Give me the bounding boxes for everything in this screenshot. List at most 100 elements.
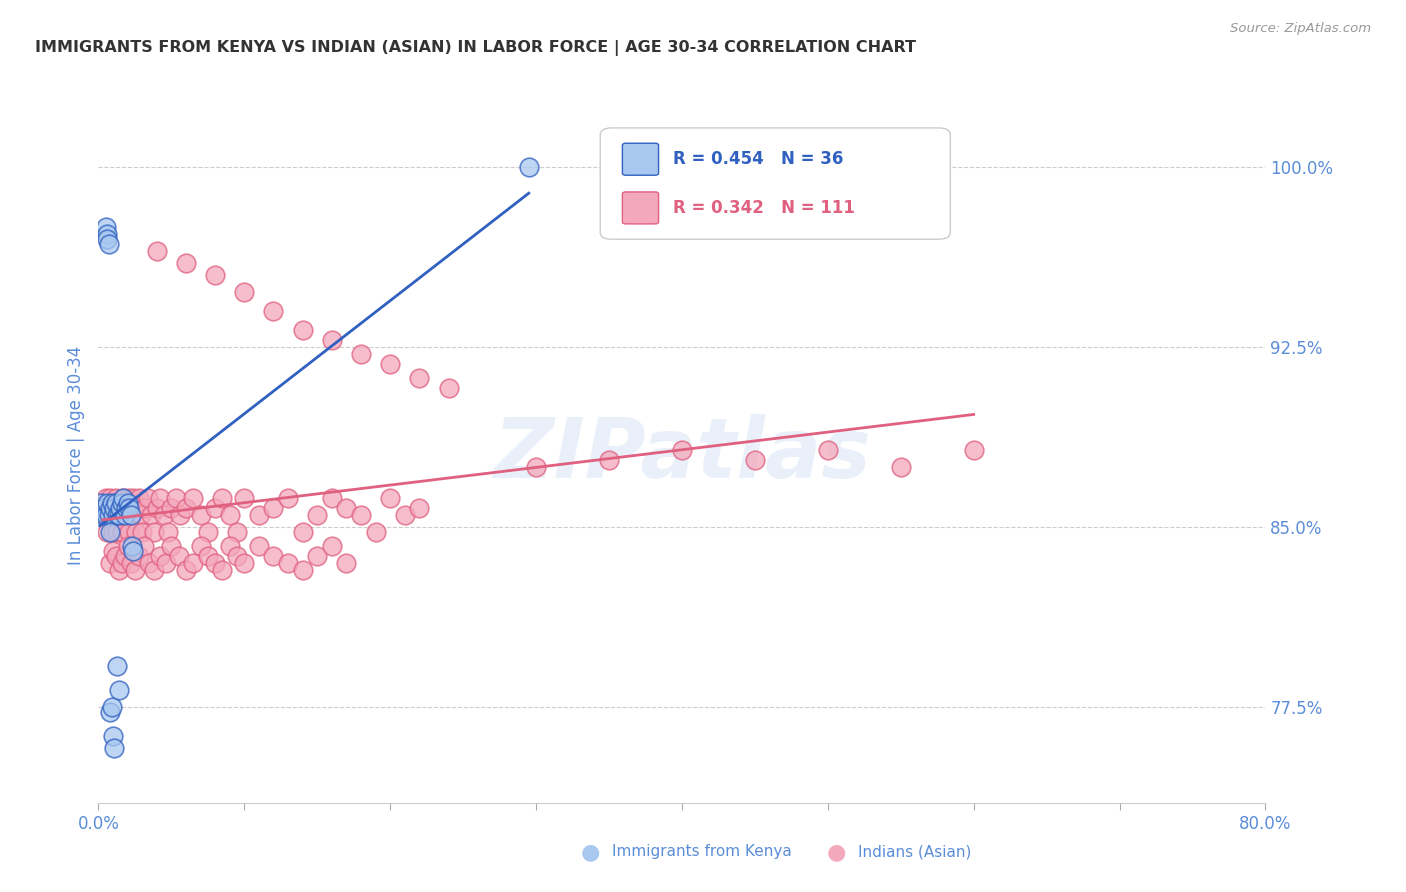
Point (129, 508, 152, 522)
Point (321, 539, 343, 553)
Point (98, 524, 121, 539)
Point (437, 381, 460, 395)
Point (211, 491, 233, 505)
Point (111, 524, 134, 539)
Point (100, 496, 122, 510)
Point (218, 539, 240, 553)
Point (103, 740, 125, 755)
Point (233, 556, 256, 570)
Text: Source: ZipAtlas.com: Source: ZipAtlas.com (1230, 22, 1371, 36)
Point (149, 549, 172, 563)
Point (517, 160, 540, 174)
Point (524, 459, 547, 474)
Point (204, 556, 226, 570)
Point (100, 699, 122, 714)
Point (112, 491, 135, 505)
Point (117, 491, 139, 505)
Point (101, 729, 124, 743)
Point (111, 556, 134, 570)
Point (817, 443, 839, 458)
Point (291, 323, 314, 337)
Point (408, 500, 430, 515)
Point (408, 371, 430, 385)
Point (335, 556, 357, 570)
Point (103, 500, 125, 515)
Point (744, 452, 766, 467)
Point (105, 659, 128, 673)
Point (321, 491, 343, 505)
Point (98, 500, 121, 515)
Point (174, 256, 197, 270)
Point (91, 508, 114, 522)
Point (233, 285, 256, 299)
Point (98, 491, 121, 505)
Point (139, 508, 162, 522)
Point (197, 549, 219, 563)
Text: ●: ● (581, 842, 600, 862)
Text: Indians (Asian): Indians (Asian) (858, 845, 972, 859)
Point (114, 508, 136, 522)
Point (146, 500, 169, 515)
Point (93, 500, 115, 515)
Point (262, 500, 284, 515)
Text: IMMIGRANTS FROM KENYA VS INDIAN (ASIAN) IN LABOR FORCE | AGE 30-34 CORRELATION C: IMMIGRANTS FROM KENYA VS INDIAN (ASIAN) … (35, 40, 917, 56)
Point (394, 508, 416, 522)
Point (211, 563, 233, 577)
Point (247, 508, 270, 522)
Point (174, 500, 197, 515)
Point (128, 549, 150, 563)
Point (118, 500, 141, 515)
Point (262, 549, 284, 563)
Point (91, 500, 114, 515)
Point (111, 496, 134, 510)
Point (103, 508, 125, 522)
Point (132, 539, 155, 553)
Point (190, 539, 212, 553)
Point (110, 508, 132, 522)
Point (128, 491, 150, 505)
Point (96, 227, 118, 242)
Text: R = 0.342   N = 111: R = 0.342 N = 111 (672, 199, 855, 217)
Point (100, 500, 122, 515)
Point (117, 496, 139, 510)
Point (226, 524, 249, 539)
Point (96, 232, 118, 246)
Point (120, 500, 142, 515)
Point (160, 539, 183, 553)
Point (321, 333, 343, 347)
Point (204, 268, 226, 282)
Point (146, 244, 169, 258)
Point (138, 556, 160, 570)
Point (124, 500, 146, 515)
Text: ZIPatlas: ZIPatlas (494, 415, 870, 495)
Point (118, 524, 141, 539)
Point (110, 500, 132, 515)
Point (380, 357, 402, 371)
Point (131, 524, 153, 539)
Point (247, 539, 270, 553)
Point (101, 524, 124, 539)
Point (165, 491, 187, 505)
Point (136, 491, 159, 505)
Point (127, 500, 149, 515)
Point (108, 683, 131, 698)
Point (90, 496, 112, 510)
Point (104, 491, 127, 505)
Point (277, 491, 299, 505)
Point (157, 524, 180, 539)
Point (307, 508, 329, 522)
Point (96, 496, 118, 510)
Point (96, 524, 118, 539)
Text: ●: ● (827, 842, 846, 862)
Point (94, 491, 117, 505)
Point (108, 500, 131, 515)
Point (277, 556, 299, 570)
Point (962, 443, 984, 458)
Point (350, 347, 373, 361)
Point (93, 508, 115, 522)
Point (114, 508, 136, 522)
Point (153, 508, 176, 522)
Point (233, 491, 256, 505)
Point (197, 524, 219, 539)
Point (108, 508, 131, 522)
